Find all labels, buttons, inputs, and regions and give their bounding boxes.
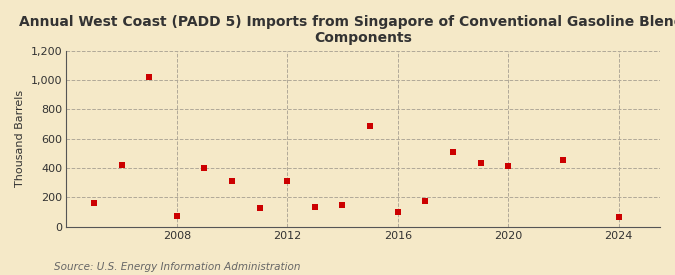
Point — [171, 214, 182, 219]
Point — [309, 205, 320, 209]
Text: Source: U.S. Energy Information Administration: Source: U.S. Energy Information Administ… — [54, 262, 300, 272]
Point — [254, 206, 265, 210]
Point — [282, 179, 293, 183]
Point — [227, 179, 238, 183]
Point — [144, 75, 155, 79]
Point — [448, 150, 458, 155]
Point — [392, 210, 403, 214]
Point — [88, 201, 99, 205]
Point — [337, 202, 348, 207]
Point — [558, 158, 569, 162]
Point — [116, 163, 127, 167]
Point — [503, 164, 514, 168]
Point — [364, 124, 375, 128]
Point — [420, 199, 431, 203]
Point — [475, 161, 486, 166]
Y-axis label: Thousand Barrels: Thousand Barrels — [15, 90, 25, 187]
Title: Annual West Coast (PADD 5) Imports from Singapore of Conventional Gasoline Blend: Annual West Coast (PADD 5) Imports from … — [19, 15, 675, 45]
Point — [199, 166, 210, 170]
Point — [613, 215, 624, 219]
